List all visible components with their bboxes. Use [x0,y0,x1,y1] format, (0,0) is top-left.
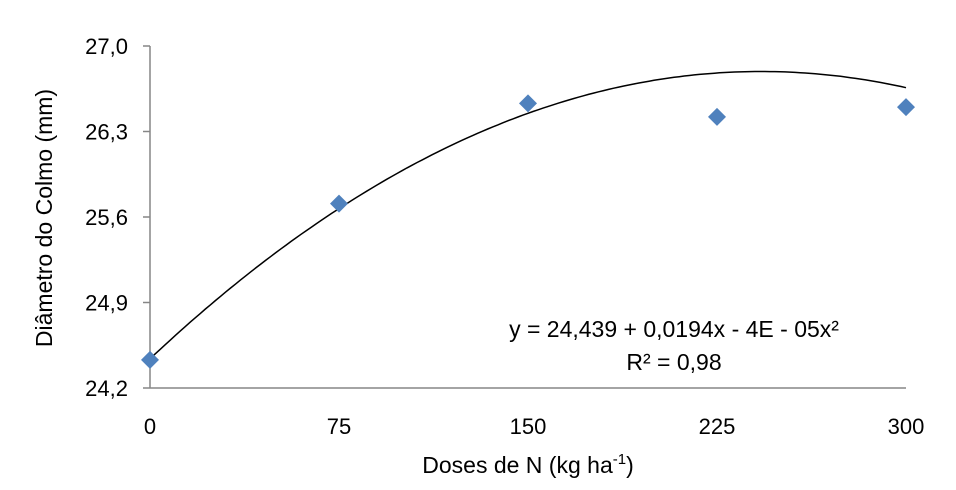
data-point-marker [897,98,915,117]
data-point-marker [141,350,159,369]
x-axis-title-superscript: -1 [613,451,626,468]
y-tick-label: 24,9 [85,291,128,316]
y-tick-label: 27,0 [85,34,128,59]
trendline-equation: y = 24,439 + 0,0194x - 4E - 05x² [509,316,839,342]
x-tick-label: 225 [699,414,736,439]
plot-area: 24,2 24,9 25,6 26,3 27,0 0 75 150 225 300 [85,34,924,439]
x-axis-title: Doses de N (kg ha-1) [422,451,634,478]
x-axis-ticks: 0 75 150 225 300 [144,414,924,439]
x-tick-label: 150 [510,414,547,439]
y-tick-label: 25,6 [85,205,128,230]
x-tick-label: 0 [144,414,156,439]
x-tick-label: 300 [888,414,925,439]
y-tick-label: 26,3 [85,120,128,145]
data-point-marker [708,107,726,126]
x-axis-title-main: Doses de N (kg ha [422,452,613,478]
x-tick-label: 75 [327,414,351,439]
trendline-curve [149,70,907,360]
y-tick-label: 24,2 [85,376,128,401]
data-points [141,94,915,369]
y-axis-ticks: 24,2 24,9 25,6 26,3 27,0 [85,34,150,401]
data-point-marker [519,94,537,113]
r-squared-label: R² = 0,98 [626,349,721,375]
y-axis-title: Diâmetro do Colmo (mm) [31,89,57,347]
data-point-marker [330,194,348,213]
x-axis-title-end: ) [626,452,634,478]
